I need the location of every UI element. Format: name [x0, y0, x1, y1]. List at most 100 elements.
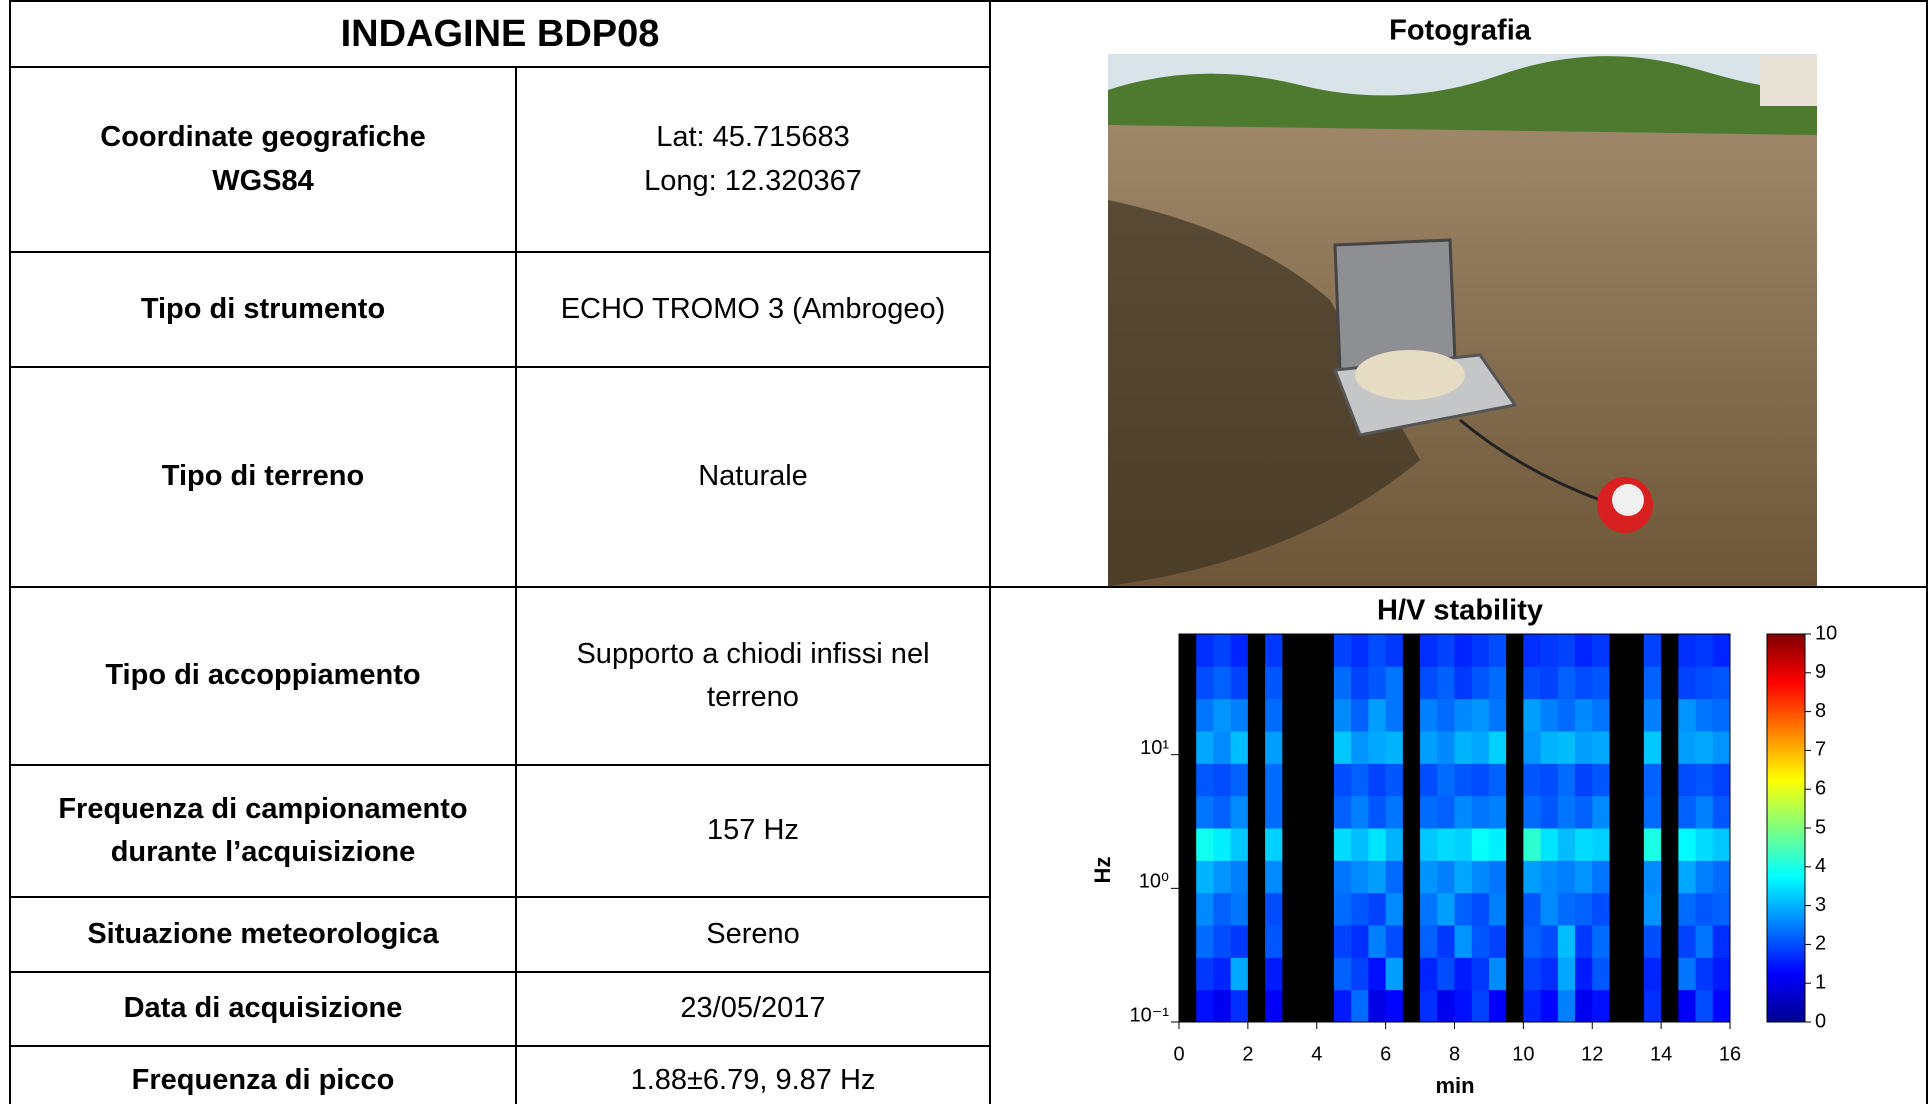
heat-cell	[1333, 763, 1352, 797]
heat-cell	[1265, 989, 1283, 1023]
heat-cell	[1213, 795, 1232, 829]
table-title: INDAGINE BDP08	[9, 0, 991, 68]
heat-cell	[1282, 763, 1301, 797]
heat-cell	[1437, 731, 1455, 764]
heat-cell	[1213, 731, 1232, 764]
heat-cell	[1368, 731, 1387, 764]
heat-cell	[1643, 698, 1662, 732]
heat-cell	[1471, 634, 1490, 667]
heat-cell	[1523, 828, 1542, 861]
heat-cell	[1385, 795, 1404, 829]
heat-cell	[1661, 892, 1679, 926]
heat-cell	[1712, 892, 1731, 926]
colorbar-tick-label: 0	[1815, 1010, 1826, 1032]
heat-cell	[1213, 698, 1232, 732]
heat-cell	[1230, 828, 1249, 861]
heat-cell	[1402, 828, 1421, 861]
heat-cell	[1712, 957, 1731, 991]
heat-cell	[1471, 731, 1490, 764]
heat-cell	[1712, 795, 1731, 829]
heat-cell	[1316, 698, 1335, 732]
heat-cell	[1351, 666, 1369, 700]
heat-cell	[1575, 698, 1593, 732]
heat-cell	[1540, 634, 1559, 667]
heat-cell	[1265, 828, 1283, 861]
heat-cell	[1540, 795, 1559, 829]
heat-cell	[1626, 828, 1645, 861]
heat-cell	[1609, 989, 1628, 1023]
row-label: Situazione meteorologica	[9, 896, 517, 973]
heat-cell	[1230, 860, 1249, 894]
heat-cell	[1678, 634, 1697, 667]
row-label: Tipo di terreno	[9, 366, 517, 588]
heat-cell	[1351, 860, 1369, 894]
row-value: 23/05/2017	[515, 971, 991, 1047]
heat-cell	[1609, 634, 1628, 667]
heat-cell	[1609, 925, 1628, 958]
row-label: Frequenza di picco	[9, 1045, 517, 1104]
heat-cell	[1557, 925, 1576, 958]
heat-cell	[1368, 892, 1387, 926]
heat-cell	[1609, 666, 1628, 700]
heat-cell	[1661, 634, 1679, 667]
heat-cell	[1471, 925, 1490, 958]
heat-cell	[1402, 634, 1421, 667]
heat-cell	[1351, 634, 1369, 667]
heat-cell	[1351, 925, 1369, 958]
colorbar-tick-label: 6	[1815, 777, 1826, 799]
heat-cell	[1230, 763, 1249, 797]
heat-cell	[1678, 925, 1697, 958]
heat-cell	[1557, 698, 1576, 732]
heat-cell	[1575, 957, 1593, 991]
heat-cell	[1196, 795, 1214, 829]
heat-cell	[1247, 860, 1266, 894]
heat-cell	[1626, 698, 1645, 732]
heat-cell	[1454, 892, 1473, 926]
heat-cell	[1678, 989, 1697, 1023]
heat-cell	[1695, 795, 1714, 829]
heat-cell	[1557, 731, 1576, 764]
heat-cell	[1247, 989, 1266, 1023]
heat-cell	[1643, 731, 1662, 764]
heat-cell	[1368, 634, 1387, 667]
heat-cell	[1592, 989, 1610, 1023]
heat-cell	[1695, 925, 1714, 958]
heat-cell	[1695, 698, 1714, 732]
heat-cell	[1695, 828, 1714, 861]
heat-cell	[1643, 860, 1662, 894]
heat-cell	[1592, 634, 1610, 667]
heat-cell	[1420, 828, 1438, 861]
heat-cell	[1661, 731, 1679, 764]
heat-cell	[1420, 925, 1438, 958]
heat-cell	[1420, 763, 1438, 797]
heat-cell	[1575, 634, 1593, 667]
heat-cell	[1385, 731, 1404, 764]
heat-cell	[1351, 763, 1369, 797]
colorbar-tick-label: 5	[1815, 816, 1826, 838]
heat-cell	[1454, 731, 1473, 764]
heat-cell	[1471, 957, 1490, 991]
heat-cell	[1351, 892, 1369, 926]
row-label: Data di acquisizione	[9, 971, 517, 1047]
heat-cell	[1299, 925, 1318, 958]
heat-cell	[1678, 957, 1697, 991]
heat-cell	[1230, 957, 1249, 991]
heat-cell	[1368, 860, 1387, 894]
chart-title: H/V stability	[1377, 595, 1543, 627]
heat-cell	[1247, 795, 1266, 829]
heat-cell	[1247, 828, 1266, 861]
heat-cell	[1333, 957, 1352, 991]
heat-cell	[1712, 860, 1731, 894]
heat-cell	[1609, 860, 1628, 894]
heat-cell	[1333, 989, 1352, 1023]
heat-cell	[1402, 795, 1421, 829]
heat-cell	[1385, 957, 1404, 991]
heat-cell	[1230, 666, 1249, 700]
heat-cell	[1592, 957, 1610, 991]
heat-cell	[1557, 634, 1576, 667]
heat-cell	[1592, 828, 1610, 861]
heat-cell	[1661, 763, 1679, 797]
heat-cell	[1454, 634, 1473, 667]
heat-cell	[1643, 989, 1662, 1023]
heat-cell	[1230, 989, 1249, 1023]
